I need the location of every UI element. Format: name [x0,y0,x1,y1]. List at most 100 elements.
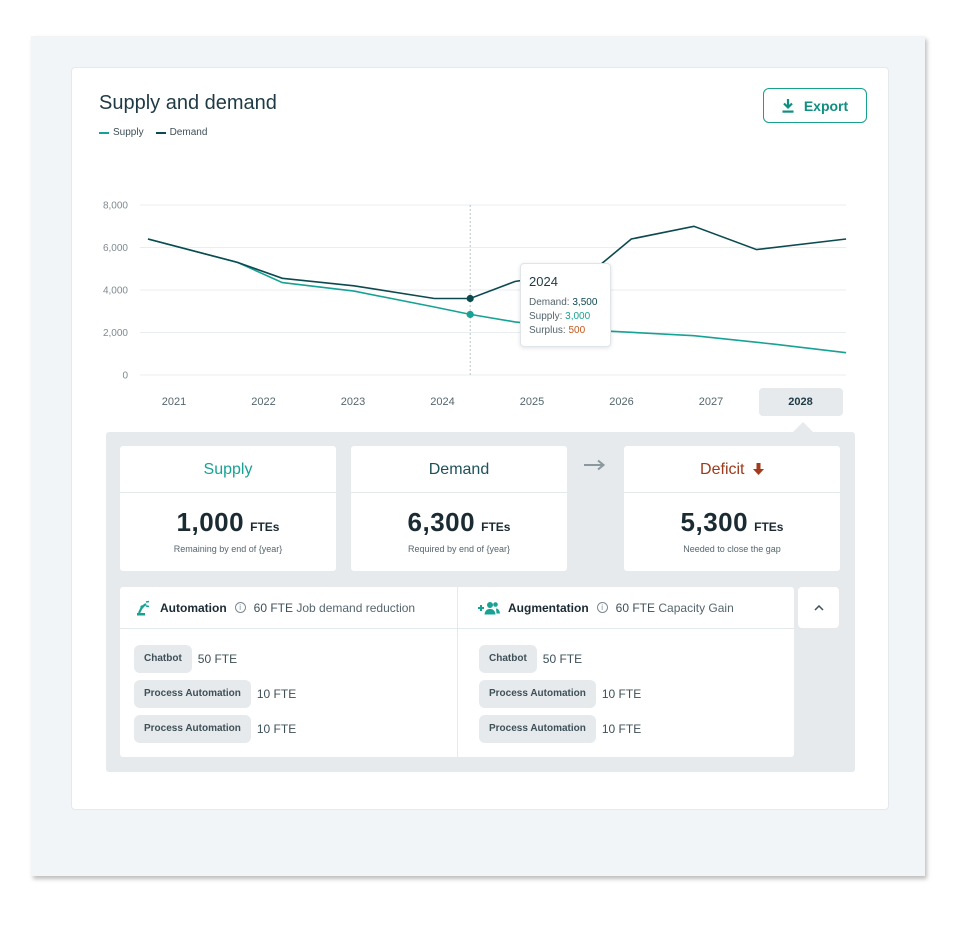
legend-swatch-demand [155,131,166,134]
demand-metric-title: Demand [351,446,567,493]
year-tab-2021[interactable]: 2021 [161,396,187,408]
deficit-metric-value-row: 5,300 FTEs [624,507,840,538]
tooltip-surplus-label: Surplus: [529,325,566,336]
y-tick-label: 8,000 [103,201,128,212]
add-people-icon [478,601,500,614]
year-tab-2022[interactable]: 2022 [251,396,276,408]
list-item: Process Automation 10 FTE [479,680,794,708]
collapse-button[interactable] [798,587,839,628]
legend-label-demand: Demand [169,127,208,138]
arrow-right-icon [584,454,606,477]
augmentation-header: Augmentation i 60 FTE Capacity Gain [458,587,794,629]
lever-chip[interactable]: Process Automation [134,680,251,708]
augmentation-column: Augmentation i 60 FTE Capacity Gain Chat… [457,587,794,757]
automation-title: Automation [160,600,227,615]
tooltip-demand-value: 3,500 [572,297,598,308]
lever-value: 50 FTE [197,652,238,666]
supply-demand-card: Supply and demand Supply Demand Export 8… [71,67,889,810]
series-line-demand [147,225,847,300]
lever-chip[interactable]: Chatbot [134,645,192,673]
hover-point-supply [466,310,474,319]
card-title: Supply and demand [99,92,277,114]
list-item: Chatbot 50 FTE [479,645,794,673]
legend-item-demand: Demand [155,127,208,138]
augmentation-summary-value: 60 FTE [615,600,656,615]
panel-pointer [793,422,813,432]
app-frame: Supply and demand Supply Demand Export 8… [31,36,925,876]
year-tab-2025[interactable]: 2025 [519,396,545,408]
demand-metric-value: 6,300 [407,507,476,537]
chart-tooltip: 2024 Demand: 3,500 Supply: 3,000 Surplus… [520,263,611,347]
hover-point-demand [466,294,474,303]
tooltip-supply-value: 3,000 [565,311,591,322]
supply-metric-value-row: 1,000 FTEs [120,507,336,538]
augmentation-summary: 60 FTE Capacity Gain [616,601,734,615]
automation-summary-value: 60 FTE [253,600,294,615]
year-tab-2024[interactable]: 2024 [430,396,455,408]
supply-metric-value: 1,000 [176,507,245,537]
lever-value: 10 FTE [601,687,642,701]
deficit-metric-caption: Needed to close the gap [683,544,781,554]
legend-item-supply: Supply [99,127,144,138]
automation-column: Automation i 60 FTE Job demand reduction… [120,587,457,757]
automation-header: Automation i 60 FTE Job demand reduction [120,587,457,629]
arrow-down-icon [752,463,764,475]
y-tick-label: 2,000 [103,328,128,339]
info-icon[interactable]: i [596,602,608,613]
tooltip-supply-label: Supply: [529,311,563,322]
download-icon [782,98,794,113]
year-tab-2027[interactable]: 2027 [698,396,724,408]
demand-metric-unit: FTEs [481,520,511,534]
augmentation-summary-text: Capacity Gain [658,600,734,615]
chart-legend: Supply Demand [99,127,207,138]
deficit-metric-title-row: Deficit [624,446,840,493]
year-detail-panel: Supply 1,000 FTEs Remaining by end of {ye… [106,432,855,772]
robot-arm-icon [137,600,150,615]
augmentation-list: Chatbot 50 FTE Process Automation 10 FTE… [458,629,794,743]
deficit-metric-card: Deficit 5,300 FTEs Needed to close the ga… [624,446,840,571]
tooltip-demand-row: Demand: 3,500 [529,296,602,310]
lever-value: 50 FTE [542,652,583,666]
tooltip-surplus-row: Surplus: 500 [529,324,602,338]
deficit-metric-unit: FTEs [754,520,784,534]
automation-summary-text: Job demand reduction [296,600,416,615]
chevron-up-icon [813,604,824,611]
y-tick-label: 6,000 [103,243,128,254]
levers-table: Automation i 60 FTE Job demand reduction… [120,587,794,757]
automation-list: Chatbot 50 FTE Process Automation 10 FTE… [120,629,457,743]
lever-value: 10 FTE [256,722,297,736]
deficit-metric-title: Deficit [700,461,745,478]
lever-chip[interactable]: Process Automation [479,680,596,708]
export-button[interactable]: Export [763,88,867,123]
list-item: Process Automation 10 FTE [134,680,457,708]
augmentation-title: Augmentation [508,600,589,615]
legend-swatch-supply [99,131,109,134]
year-tab-2026[interactable]: 2026 [609,396,634,408]
year-tab-2023[interactable]: 2023 [340,396,366,408]
demand-metric-caption: Required by end of {year} [407,544,511,554]
tooltip-demand-label: Demand: [529,297,570,308]
demand-metric-value-row: 6,300 FTEs [351,507,567,538]
lever-value: 10 FTE [256,687,297,701]
list-item: Process Automation 10 FTE [479,715,794,743]
demand-metric-card: Demand 6,300 FTEs Required by end of {yea… [351,446,567,571]
lever-value: 10 FTE [601,722,642,736]
lever-chip[interactable]: Process Automation [134,715,251,743]
supply-metric-title: Supply [120,446,336,493]
y-tick-label: 0 [122,371,128,382]
tooltip-surplus-value: 500 [568,325,586,336]
lever-chip[interactable]: Process Automation [479,715,596,743]
year-tab-2028[interactable]: 2028 [758,388,843,416]
list-item: Process Automation 10 FTE [134,715,457,743]
export-label: Export [803,97,849,114]
y-tick-label: 4,000 [103,286,128,297]
info-icon[interactable]: i [234,602,246,613]
deficit-metric-value: 5,300 [680,507,749,537]
series-line-supply [147,238,847,354]
year-selector: 2021 2022 2023 2024 2025 2026 2027 2028 [132,388,848,416]
supply-demand-chart: 8,000 6,000 4,000 2,000 0 [103,201,847,382]
supply-metric-unit: FTEs [250,520,280,534]
lever-chip[interactable]: Chatbot [479,645,537,673]
tooltip-supply-row: Supply: 3,000 [529,310,602,324]
tooltip-year: 2024 [529,274,558,289]
